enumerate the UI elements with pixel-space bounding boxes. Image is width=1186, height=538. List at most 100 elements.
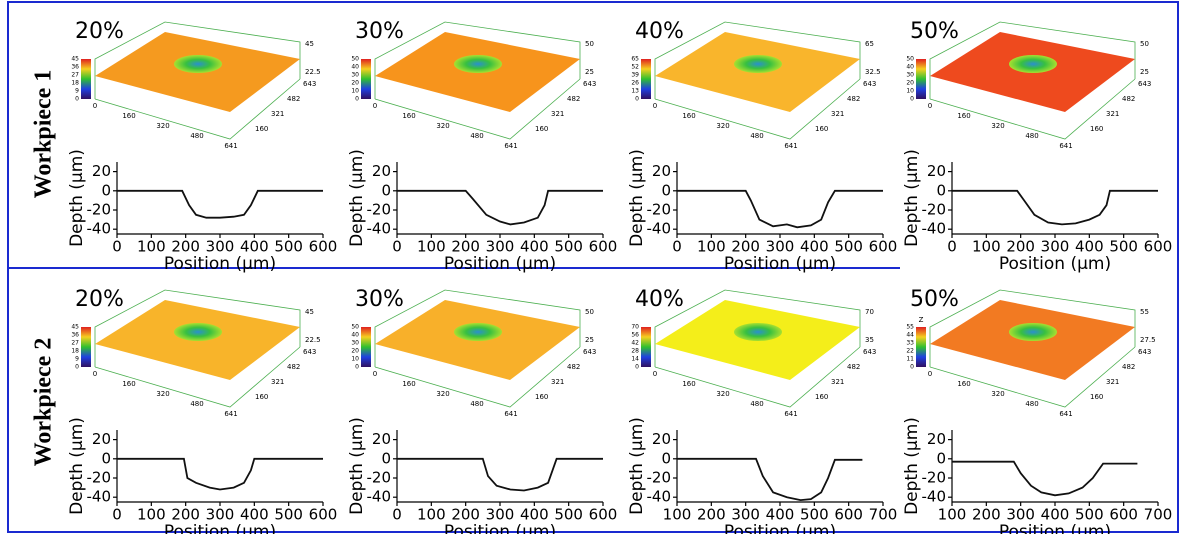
x-tick-label: 700	[1144, 506, 1173, 524]
depth-profile	[677, 457, 863, 502]
y-tick-label: 20	[92, 430, 111, 448]
surface-x-tick-label: 641	[784, 410, 797, 418]
depth-profile	[397, 457, 603, 492]
depth-profile	[952, 460, 1138, 497]
colorbar	[81, 59, 91, 99]
surface-frame	[929, 346, 1136, 408]
x-tick-label: 400	[520, 238, 549, 256]
x-tick-label: 100	[137, 506, 166, 524]
surface-x-tick-label: 641	[224, 142, 237, 150]
x-tick-label: 200	[171, 238, 200, 256]
x-axis-label: Position (μm)	[444, 254, 556, 274]
surface-x-tick-label: 480	[1025, 400, 1038, 408]
surface-y-tick-label: 643	[863, 348, 876, 356]
surface-y-tick-label: 643	[583, 348, 596, 356]
x-tick-label: 0	[672, 238, 682, 256]
surface-y-tick-label: 160	[255, 393, 268, 401]
surface-y-tick-label: 643	[1138, 348, 1151, 356]
y-tick-label: 20	[652, 430, 671, 448]
x-tick-label: 500	[274, 238, 303, 256]
surface-x-tick-label: 641	[504, 142, 517, 150]
surface-crater	[1009, 55, 1057, 73]
colorbar-tick-label: 39	[631, 72, 639, 79]
surface-x-tick-label: 160	[402, 380, 415, 388]
surface-y-tick-label: 321	[1106, 110, 1119, 118]
surface-frame	[94, 289, 301, 367]
x-tick-label: 300	[486, 506, 515, 524]
surface-x-tick-label: 320	[436, 390, 449, 398]
surface-x-tick-label: 0	[373, 370, 377, 378]
x-tick-label: 600	[309, 506, 338, 524]
colorbar-tick-label: 22	[906, 348, 914, 355]
colorbar-tick-label: 33	[906, 340, 914, 347]
surface-x-tick-label: 160	[682, 380, 695, 388]
surface-frame	[94, 346, 301, 408]
x-tick-label: 100	[938, 506, 967, 524]
z-tick-label: 22.5	[305, 336, 321, 344]
colorbar-tick-label: 45	[71, 324, 79, 331]
y-axis-label: Depth (μm)	[627, 149, 647, 247]
y-tick-label: -20	[367, 469, 392, 487]
surface-frame	[374, 289, 581, 367]
depth-profile	[117, 189, 323, 219]
surface-crater	[1009, 323, 1057, 341]
x-tick-label: 700	[869, 506, 898, 524]
z-tick-label: 45	[305, 308, 314, 316]
y-axis-label: Depth (μm)	[347, 149, 367, 247]
colorbar-tick-label: 14	[631, 356, 639, 363]
x-tick-label: 600	[834, 506, 863, 524]
colorbar-tick-label: 65	[631, 56, 639, 63]
y-tick-label: -40	[87, 488, 112, 506]
panel-title: 30%	[355, 19, 404, 44]
y-tick-label: -20	[647, 201, 672, 219]
x-tick-label: 400	[240, 238, 269, 256]
x-tick-label: 400	[1075, 238, 1104, 256]
x-tick-label: 100	[137, 238, 166, 256]
surface-frame	[929, 21, 1136, 99]
x-tick-label: 500	[800, 506, 829, 524]
x-tick-label: 400	[800, 238, 829, 256]
surface-x-tick-label: 160	[122, 112, 135, 120]
y-tick-label: -20	[87, 201, 112, 219]
surface-x-tick-label: 480	[470, 400, 483, 408]
colorbar-tick-label: 30	[906, 72, 914, 79]
y-tick-label: 20	[372, 430, 391, 448]
y-axis-label: Depth (μm)	[347, 417, 367, 515]
colorbar-tick-label: 28	[631, 348, 639, 355]
colorbar-tick-label: 0	[355, 364, 359, 371]
colorbar-tick-label: 0	[75, 364, 79, 371]
y-axis-label: Depth (μm)	[627, 417, 647, 515]
surface-crater	[734, 323, 782, 341]
colorbar-tick-label: 27	[71, 340, 79, 347]
x-tick-label: 200	[731, 238, 760, 256]
x-axis-label: Position (μm)	[999, 254, 1111, 274]
colorbar-tick-label: 55	[906, 324, 914, 331]
panel-title: 20%	[75, 19, 124, 44]
surface-x-tick-label: 160	[402, 112, 415, 120]
surface-y-tick-label: 321	[271, 110, 284, 118]
x-axis-label: Position (μm)	[724, 522, 836, 534]
x-tick-label: 200	[697, 506, 726, 524]
surface-y-tick-label: 160	[1090, 125, 1103, 133]
surface-x-tick-label: 0	[928, 102, 932, 110]
x-axis-label: Position (μm)	[999, 522, 1111, 534]
colorbar-tick-label: 9	[75, 88, 79, 95]
y-tick-label: -40	[647, 488, 672, 506]
colorbar-tick-label: 18	[71, 348, 79, 355]
colorbar	[361, 59, 371, 99]
x-tick-label: 400	[520, 506, 549, 524]
y-tick-label: 20	[92, 162, 111, 180]
y-axis-label: Depth (μm)	[67, 417, 87, 515]
z-tick-label: 25	[1140, 68, 1149, 76]
surface-x-tick-label: 0	[373, 102, 377, 110]
y-axis-label: Depth (μm)	[902, 149, 922, 247]
colorbar	[641, 327, 651, 367]
surface-x-tick-label: 0	[93, 102, 97, 110]
x-tick-label: 200	[451, 506, 480, 524]
surface-x-tick-label: 480	[190, 132, 203, 140]
y-tick-label: -40	[647, 220, 672, 238]
x-tick-label: 200	[451, 238, 480, 256]
x-tick-label: 300	[731, 506, 760, 524]
y-tick-label: -20	[367, 201, 392, 219]
